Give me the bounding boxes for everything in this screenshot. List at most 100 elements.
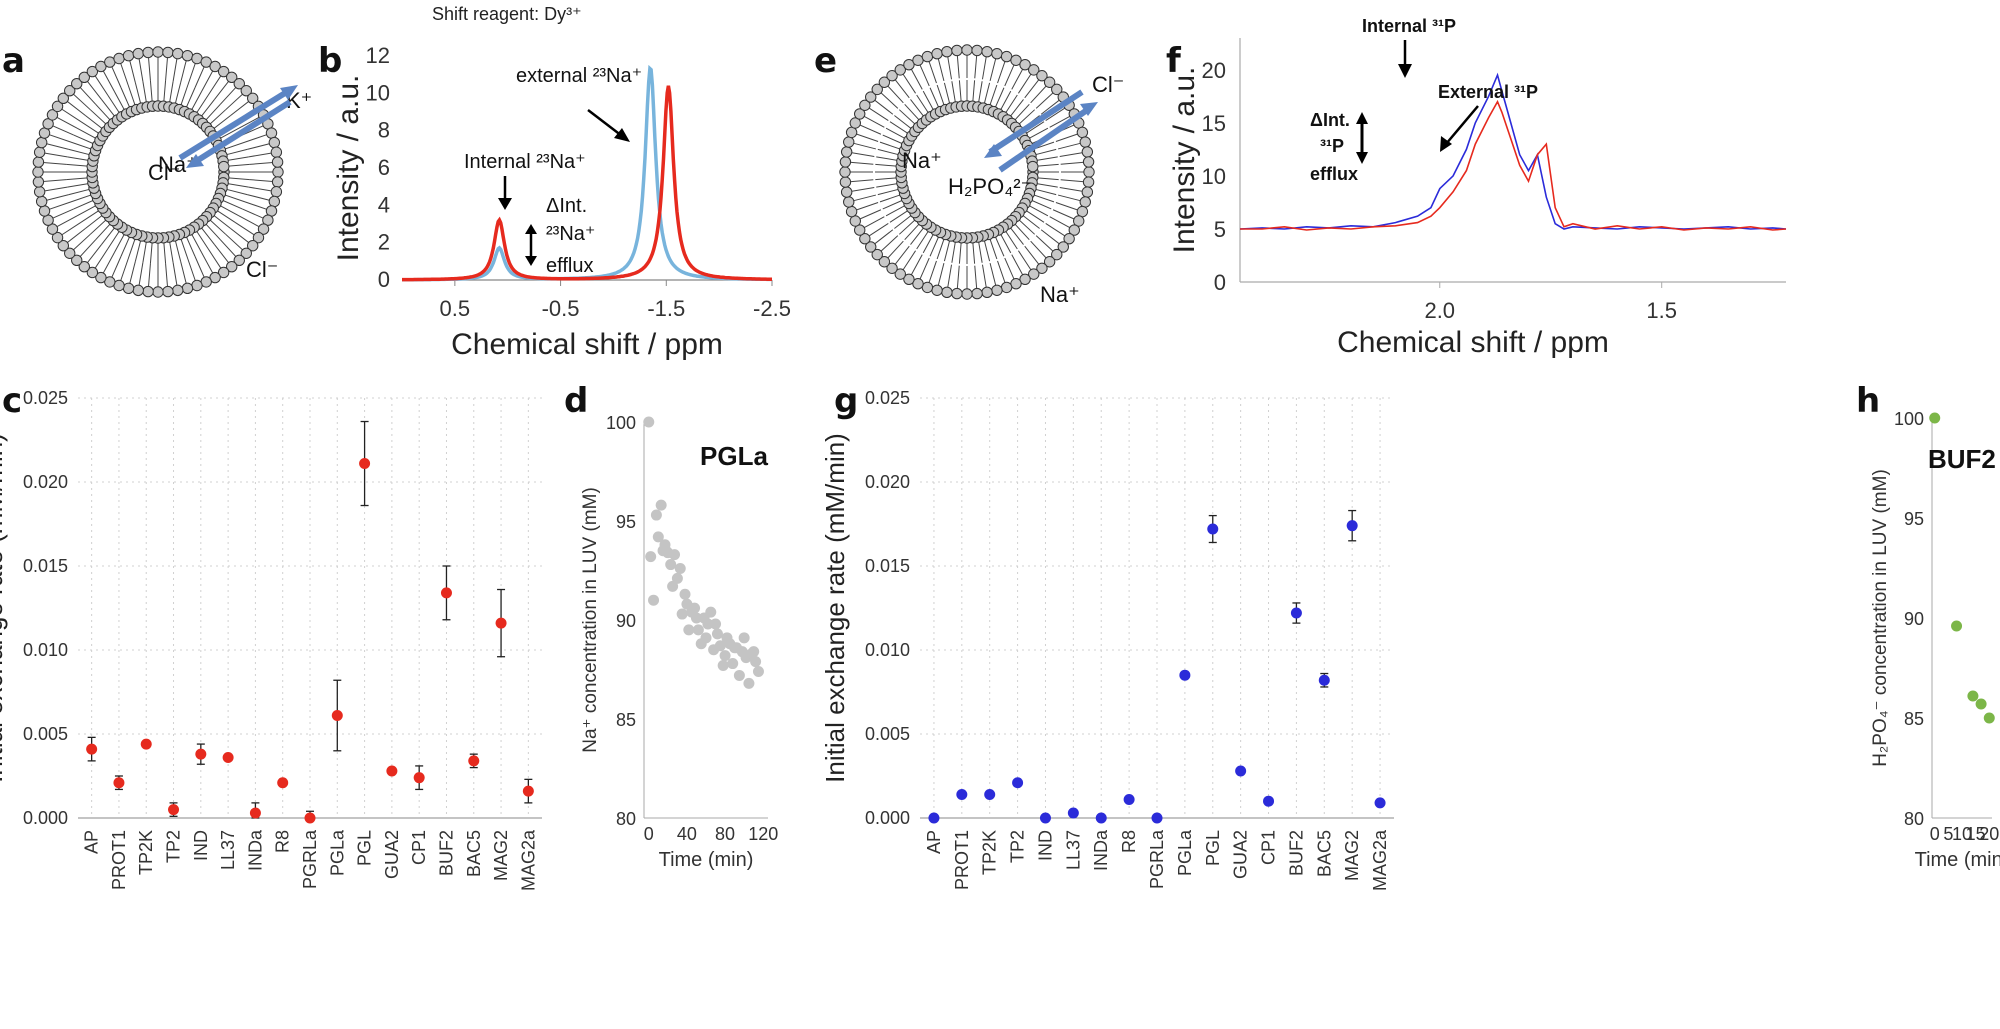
lipid-head — [95, 60, 107, 73]
panel-letter-e: e — [814, 41, 837, 81]
lipid-head — [886, 70, 898, 82]
lipid-head — [1051, 248, 1063, 261]
lipid-head — [849, 215, 861, 227]
lipid-head — [1068, 224, 1080, 236]
lipid-head — [894, 268, 906, 280]
lipid-head — [1010, 54, 1022, 66]
data-point-d — [717, 660, 729, 672]
lipid-head — [839, 166, 851, 178]
lipid-head — [871, 83, 883, 96]
lipid-head — [265, 127, 278, 139]
lipid-head — [46, 109, 59, 121]
lipid-head — [931, 48, 943, 60]
chart-d-na-concentration: 80 85 90 95 100 0 40 80 120 Time (min) Na⁺ concent… — [580, 413, 778, 871]
y-tick-label-g: 0.025 — [865, 388, 910, 408]
annotation-delta-f3: efflux — [1310, 164, 1358, 184]
data-point-d — [743, 677, 755, 689]
y-tick-label-c: 0.005 — [23, 724, 68, 744]
lipid-head — [1082, 176, 1095, 188]
lipid-head — [78, 260, 90, 273]
x-tick-label-c: PROT1 — [109, 830, 129, 890]
lipid-head — [951, 287, 963, 300]
x-tick-label-g: PGLa — [1175, 829, 1195, 876]
y-tick-label-b: 0 — [378, 267, 390, 292]
y-tick-label-f: 0 — [1214, 270, 1226, 295]
lipid-head — [217, 266, 230, 279]
lipid-head — [878, 256, 891, 268]
x-tick-label-c: GUA2 — [382, 830, 402, 879]
lipid-head — [865, 91, 877, 103]
lipid-head — [152, 46, 164, 58]
data-point-g — [1151, 812, 1163, 824]
x-tick-label-c: MAG2 — [491, 830, 511, 881]
lipid-head — [64, 247, 76, 259]
x-tick-label-h: 15 — [1966, 824, 1986, 844]
data-point-d — [719, 650, 731, 662]
lipid-head — [845, 205, 858, 218]
annotation-delta-b1: ΔInt. — [546, 195, 587, 217]
data-point-d — [733, 669, 745, 681]
lipid-head — [142, 46, 154, 59]
lipid-head — [271, 156, 284, 168]
y-tick-label-g: 0.015 — [865, 556, 910, 576]
lipid-head — [33, 186, 46, 198]
panel-letter-a: a — [2, 41, 25, 81]
lipid-head — [1000, 281, 1013, 294]
annotation-delta-f2: ³¹P — [1320, 136, 1344, 156]
x-tick-label-g: CP1 — [1259, 830, 1279, 865]
data-point-c — [440, 587, 452, 599]
x-tick-label-d: 40 — [677, 824, 697, 844]
ion-out-bottom-label-e: Na⁺ — [1040, 282, 1080, 307]
lipid-head — [51, 231, 64, 244]
data-point-c — [222, 752, 234, 764]
data-point-d — [702, 618, 714, 630]
panel-letter-g: g — [834, 381, 858, 421]
lipid-head — [257, 223, 270, 235]
y-tick-label-d: 85 — [616, 710, 636, 730]
y-tick-label-b: 8 — [378, 118, 390, 143]
lipid-head — [218, 160, 230, 173]
lipid-head — [840, 186, 853, 198]
lipid-head — [843, 136, 855, 148]
data-point-d — [671, 572, 683, 584]
lipid-head — [32, 176, 45, 188]
data-point-d — [669, 549, 681, 561]
annotation-external-f: External ³¹P — [1438, 82, 1538, 102]
lipid-head — [38, 205, 51, 217]
lipid-head — [859, 99, 871, 111]
y-tick-label-b: 6 — [378, 155, 390, 180]
y-tick-label-d: 95 — [616, 512, 636, 532]
lipid-head — [209, 60, 221, 73]
lipid-head — [226, 260, 238, 273]
y-tick-label-f: 15 — [1202, 111, 1226, 136]
y-axis-label-d: Na⁺ concentration in LUV (mM) — [580, 487, 601, 753]
lipid-head — [912, 278, 924, 290]
x-tick-label-c: PGRLa — [300, 829, 320, 889]
lipid-head — [839, 176, 852, 188]
x-tick-label-g: BUF2 — [1286, 830, 1306, 876]
lipid-head — [246, 92, 259, 104]
x-tick-label-b: -0.5 — [542, 296, 580, 321]
anion-in-label-e: H₂PO₄²⁻ — [948, 174, 1032, 199]
y-tick-label-h: 80 — [1904, 809, 1924, 829]
x-tick-label-g: TP2 — [1008, 830, 1028, 863]
data-point-c — [331, 710, 343, 722]
data-point-d — [752, 665, 764, 677]
lipid-head — [57, 240, 70, 252]
spectrum-line-b-blue — [402, 64, 772, 282]
x-tick-label-d: 0 — [644, 824, 654, 844]
ion-in-label-e: Na⁺ — [902, 148, 942, 173]
annotation-delta-f1: ΔInt. — [1310, 110, 1350, 130]
chart-f-nmr-spectrum: 0 5 10 15 20 2.0 1.5 Chemical shift / ppm Intens… — [1168, 16, 1787, 359]
data-point-g — [1207, 523, 1219, 535]
x-tick-label-c: PGL — [355, 830, 375, 866]
lipid-head — [854, 224, 866, 236]
panel-letter-h: h — [1856, 381, 1880, 421]
lipid-head — [272, 166, 284, 178]
data-point-g — [1235, 765, 1247, 777]
spectrum-line-b-red — [402, 85, 772, 282]
annotation-arrowhead-b1 — [614, 128, 630, 142]
y-tick-label-c: 0.010 — [23, 640, 68, 660]
chart-b-nmr-spectrum: 0 2 4 6 8 10 12 0.5 -0.5 -1.5 -2.5 Chemical shift /… — [332, 43, 791, 361]
x-tick-label-d: 120 — [748, 824, 778, 844]
